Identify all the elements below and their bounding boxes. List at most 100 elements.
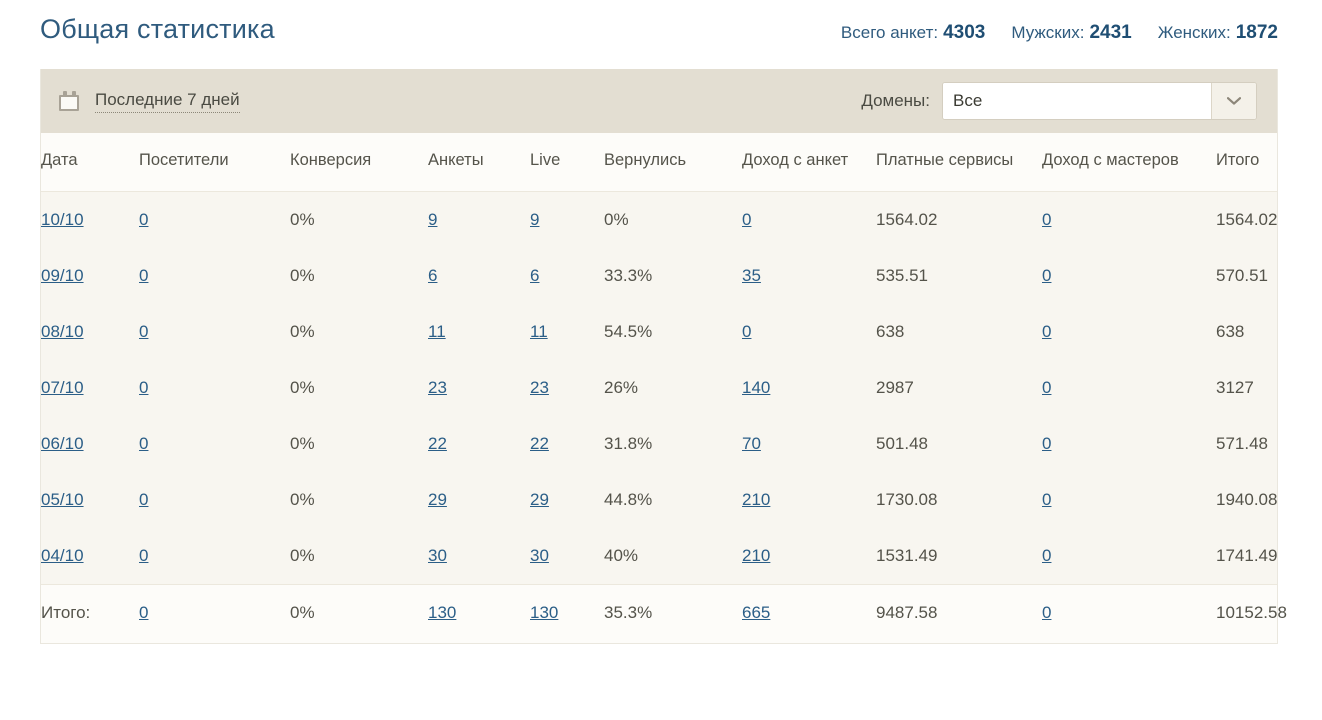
cell-visitors[interactable]: 0 [139, 489, 149, 509]
col-header-forms: Анкеты [428, 133, 530, 192]
col-header-visitors: Посетители [139, 133, 290, 192]
cell-conversion: 0% [290, 433, 315, 453]
table-row: 08/10 0 0% 11 11 54.5% 0 638 0 638 [41, 303, 1277, 360]
cell-total: 638 [1216, 321, 1245, 341]
cell-date[interactable]: 09/10 [41, 265, 84, 285]
cell-masters-income[interactable]: 0 [1042, 209, 1052, 229]
cell-form-income[interactable]: 210 [742, 489, 771, 509]
table-head: Дата Посетители Конверсия Анкеты Live Ве… [41, 133, 1277, 192]
cell-form-income[interactable]: 0 [742, 209, 752, 229]
cell-live[interactable]: 29 [530, 489, 549, 509]
totals-form-income[interactable]: 665 [742, 602, 771, 622]
cell-masters-income[interactable]: 0 [1042, 321, 1052, 341]
cell-returned: 54.5% [604, 321, 653, 341]
col-header-date: Дата [41, 133, 139, 192]
table-row: 09/10 0 0% 6 6 33.3% 35 535.51 0 570.51 [41, 247, 1277, 304]
cell-date[interactable]: 07/10 [41, 377, 84, 397]
cell-returned: 40% [604, 545, 639, 565]
totals-masters-income[interactable]: 0 [1042, 602, 1052, 622]
cell-date[interactable]: 08/10 [41, 321, 84, 341]
cell-visitors[interactable]: 0 [139, 545, 149, 565]
cell-forms[interactable]: 30 [428, 545, 447, 565]
cell-visitors[interactable]: 0 [139, 321, 149, 341]
cell-forms[interactable]: 23 [428, 377, 447, 397]
cell-form-income[interactable]: 210 [742, 545, 771, 565]
cell-forms[interactable]: 9 [428, 209, 438, 229]
summary-total-forms-value: 4303 [943, 22, 986, 43]
totals-returned: 35.3% [604, 602, 653, 622]
page-title: Общая статистика [40, 14, 275, 44]
cell-live[interactable]: 30 [530, 545, 549, 565]
summary-total-forms-label: Всего анкет: [840, 23, 939, 42]
cell-live[interactable]: 9 [530, 209, 540, 229]
cell-paid-services: 501.48 [876, 433, 928, 453]
cell-visitors[interactable]: 0 [139, 265, 149, 285]
summary-male-value: 2431 [1089, 22, 1132, 43]
cell-conversion: 0% [290, 321, 315, 341]
table-row: 10/10 0 0% 9 9 0% 0 1564.02 0 1564.02 [41, 191, 1277, 248]
cell-masters-income[interactable]: 0 [1042, 265, 1052, 285]
cell-live[interactable]: 23 [530, 377, 549, 397]
totals-visitors[interactable]: 0 [139, 602, 149, 622]
totals-label: Итого: [41, 602, 91, 622]
col-header-live: Live [530, 133, 604, 192]
cell-returned: 44.8% [604, 489, 653, 509]
col-header-returned: Вернулись [604, 133, 742, 192]
stats-panel: Последние 7 дней Домены: Все Дата Посети… [40, 69, 1287, 644]
statistics-table: Дата Посетители Конверсия Анкеты Live Ве… [41, 133, 1287, 643]
totals-forms[interactable]: 130 [428, 602, 457, 622]
cell-paid-services: 535.51 [876, 265, 928, 285]
summary-stats: Всего анкет: 4303 Мужских: 2431 Женских: 18… [841, 22, 1278, 44]
totals-live[interactable]: 130 [530, 602, 559, 622]
cell-paid-services: 2987 [876, 377, 914, 397]
date-range-picker[interactable]: Последние 7 дней [59, 90, 240, 113]
cell-form-income[interactable]: 140 [742, 377, 771, 397]
table-row: 06/10 0 0% 22 22 31.8% 70 501.48 0 571.4… [41, 415, 1277, 472]
cell-date[interactable]: 06/10 [41, 433, 84, 453]
col-header-total: Итого [1216, 133, 1277, 192]
cell-live[interactable]: 11 [530, 321, 548, 341]
table-row: 05/10 0 0% 29 29 44.8% 210 1730.08 0 194… [41, 471, 1277, 528]
cell-date[interactable]: 10/10 [41, 209, 84, 229]
cell-form-income[interactable]: 0 [742, 321, 752, 341]
date-range-label[interactable]: Последние 7 дней [95, 90, 240, 113]
cell-forms[interactable]: 29 [428, 489, 447, 509]
table-row: 07/10 0 0% 23 23 26% 140 2987 0 3127 [41, 359, 1277, 416]
table-totals-row: Итого: 0 0% 130 130 35.3% 665 9487.58 0 … [41, 583, 1287, 643]
cell-visitors[interactable]: 0 [139, 209, 149, 229]
cell-masters-income[interactable]: 0 [1042, 489, 1052, 509]
cell-date[interactable]: 05/10 [41, 489, 84, 509]
summary-total-forms: Всего анкет: 4303 [841, 22, 985, 44]
cell-conversion: 0% [290, 545, 315, 565]
cell-paid-services: 638 [876, 321, 905, 341]
cell-live[interactable]: 22 [530, 433, 549, 453]
cell-live[interactable]: 6 [530, 265, 540, 285]
domains-filter: Домены: Все [861, 82, 1257, 120]
cell-date[interactable]: 04/10 [41, 545, 84, 565]
table-row: 04/10 0 0% 30 30 40% 210 1531.49 0 1741.… [41, 527, 1277, 585]
col-header-masters-income: Доход с мастеров [1042, 133, 1216, 192]
cell-masters-income[interactable]: 0 [1042, 377, 1052, 397]
domains-select-toggle[interactable] [1211, 83, 1256, 119]
col-header-form-income: Доход с анкет [742, 133, 876, 192]
stats-toolbar: Последние 7 дней Домены: Все [41, 69, 1277, 133]
summary-male-label: Мужских: [1011, 23, 1085, 42]
cell-visitors[interactable]: 0 [139, 433, 149, 453]
cell-visitors[interactable]: 0 [139, 377, 149, 397]
cell-form-income[interactable]: 35 [742, 265, 761, 285]
cell-returned: 0% [604, 209, 629, 229]
cell-forms[interactable]: 11 [428, 321, 446, 341]
chevron-down-icon [1227, 97, 1241, 105]
summary-female-label: Женских: [1157, 23, 1231, 42]
cell-forms[interactable]: 6 [428, 265, 438, 285]
cell-masters-income[interactable]: 0 [1042, 433, 1052, 453]
domains-select-value[interactable]: Все [943, 83, 1211, 119]
domains-select[interactable]: Все [942, 82, 1257, 120]
domains-label: Домены: [861, 91, 930, 110]
cell-masters-income[interactable]: 0 [1042, 545, 1052, 565]
cell-form-income[interactable]: 70 [742, 433, 761, 453]
cell-returned: 33.3% [604, 265, 653, 285]
cell-forms[interactable]: 22 [428, 433, 447, 453]
table-body: 10/10 0 0% 9 9 0% 0 1564.02 0 1564.02 09… [41, 191, 1287, 643]
summary-female: Женских: 1872 [1158, 22, 1278, 44]
